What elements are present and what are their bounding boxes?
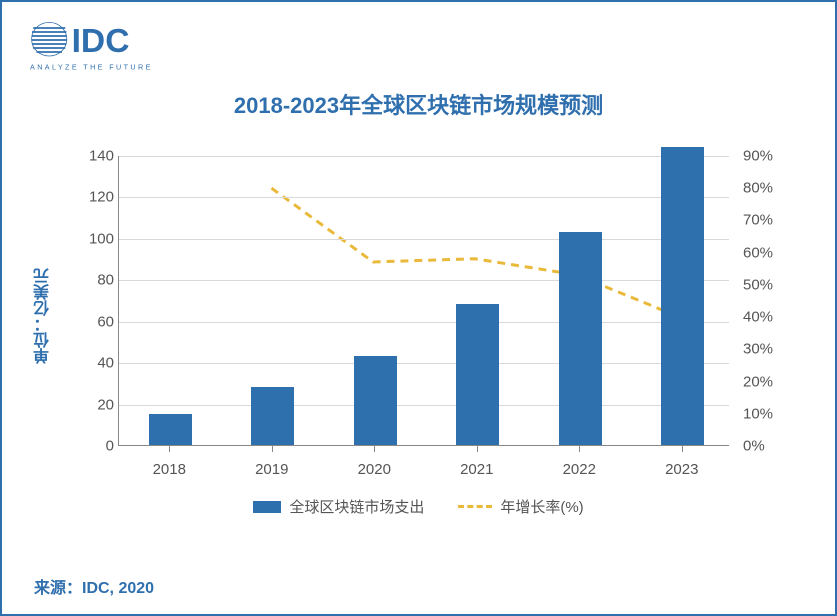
y2-tick: 60% bbox=[743, 244, 773, 261]
plot-area bbox=[118, 156, 729, 446]
source-text: 来源：IDC, 2020 bbox=[34, 574, 154, 598]
grid-line bbox=[119, 197, 729, 198]
legend-item-line: 年增长率(%) bbox=[458, 496, 583, 517]
grid-line bbox=[119, 156, 729, 157]
x-tick-label: 2019 bbox=[255, 461, 288, 478]
y2-tick: 20% bbox=[743, 373, 773, 390]
grid-line bbox=[119, 280, 729, 281]
x-tick-mark bbox=[477, 446, 478, 452]
idc-logo: IDC ANALYZE THE FUTURE bbox=[30, 20, 807, 76]
x-tick-mark bbox=[682, 446, 683, 452]
x-tick-mark bbox=[579, 446, 580, 452]
y2-tick: 50% bbox=[743, 276, 773, 293]
y2-tick: 0% bbox=[743, 438, 765, 455]
y1-tick: 80 bbox=[82, 272, 114, 289]
growth-line bbox=[272, 188, 679, 316]
bar bbox=[559, 232, 602, 445]
y1-tick: 120 bbox=[82, 189, 114, 206]
y1-tick: 20 bbox=[82, 396, 114, 413]
x-tick-mark bbox=[272, 446, 273, 452]
grid-line bbox=[119, 405, 729, 406]
y2-tick: 80% bbox=[743, 180, 773, 197]
legend-label-line: 年增长率(%) bbox=[500, 496, 583, 517]
legend: 全球区块链市场支出 年增长率(%) bbox=[30, 496, 807, 517]
y2-tick: 40% bbox=[743, 309, 773, 326]
y1-tick: 140 bbox=[82, 148, 114, 165]
legend-swatch-line bbox=[458, 505, 492, 508]
y1-tick: 0 bbox=[82, 438, 114, 455]
y1-tick: 40 bbox=[82, 355, 114, 372]
y2-tick: 30% bbox=[743, 341, 773, 358]
line-overlay bbox=[119, 156, 729, 445]
bar bbox=[149, 414, 192, 445]
chart-frame: IDC ANALYZE THE FUTURE 2018-2023年全球区块链市场… bbox=[0, 0, 837, 616]
x-tick-mark bbox=[169, 446, 170, 452]
chart-title: 2018-2023年全球区块链市场规模预测 bbox=[30, 88, 807, 120]
grid-line bbox=[119, 239, 729, 240]
logo-tagline: ANALYZE THE FUTURE bbox=[30, 63, 153, 72]
y2-tick: 70% bbox=[743, 212, 773, 229]
x-tick-label: 2018 bbox=[153, 461, 186, 478]
x-tick-label: 2022 bbox=[563, 461, 596, 478]
grid-line bbox=[119, 363, 729, 364]
y2-tick: 90% bbox=[743, 148, 773, 165]
y1-axis-label: 单位：亿美元 bbox=[32, 268, 56, 364]
legend-item-bar: 全球区块链市场支出 bbox=[253, 496, 424, 517]
legend-swatch-bar bbox=[253, 501, 281, 513]
grid-line bbox=[119, 322, 729, 323]
y1-tick: 100 bbox=[82, 230, 114, 247]
bar bbox=[456, 304, 499, 445]
x-tick-mark bbox=[374, 446, 375, 452]
bar bbox=[354, 356, 397, 445]
idc-logo-svg: IDC ANALYZE THE FUTURE bbox=[30, 20, 190, 76]
logo-text: IDC bbox=[72, 23, 130, 60]
bar bbox=[251, 387, 294, 445]
y2-tick: 10% bbox=[743, 405, 773, 422]
x-tick-label: 2020 bbox=[358, 461, 391, 478]
bar bbox=[661, 147, 704, 445]
chart-area: 单位：亿美元 0204060801001201400%10%20%30%40%5… bbox=[40, 146, 787, 486]
legend-label-bar: 全球区块链市场支出 bbox=[289, 496, 424, 517]
y1-tick: 60 bbox=[82, 313, 114, 330]
x-tick-label: 2021 bbox=[460, 461, 493, 478]
x-tick-label: 2023 bbox=[665, 461, 698, 478]
